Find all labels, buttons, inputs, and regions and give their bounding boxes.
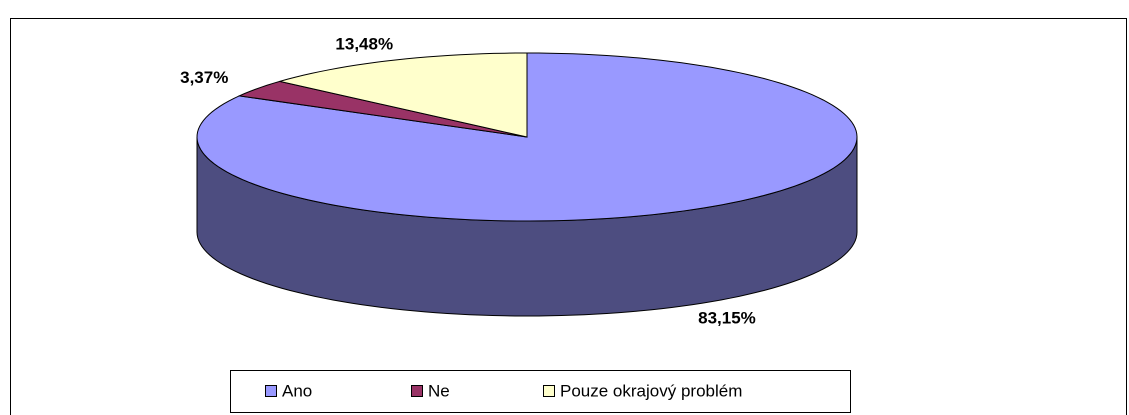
legend-swatch (411, 385, 423, 397)
legend-swatch (265, 385, 277, 397)
legend-swatch (543, 385, 555, 397)
data-label: 83,15% (698, 308, 756, 327)
data-label: 13,48% (335, 35, 393, 54)
data-label: 3,37% (180, 68, 228, 87)
legend-label: Ne (428, 381, 450, 400)
legend-box (230, 370, 851, 413)
legend-label: Ano (282, 381, 312, 400)
slice (279, 52, 528, 138)
legend-label: Pouze okrajový problém (560, 381, 742, 400)
slice (237, 80, 528, 138)
